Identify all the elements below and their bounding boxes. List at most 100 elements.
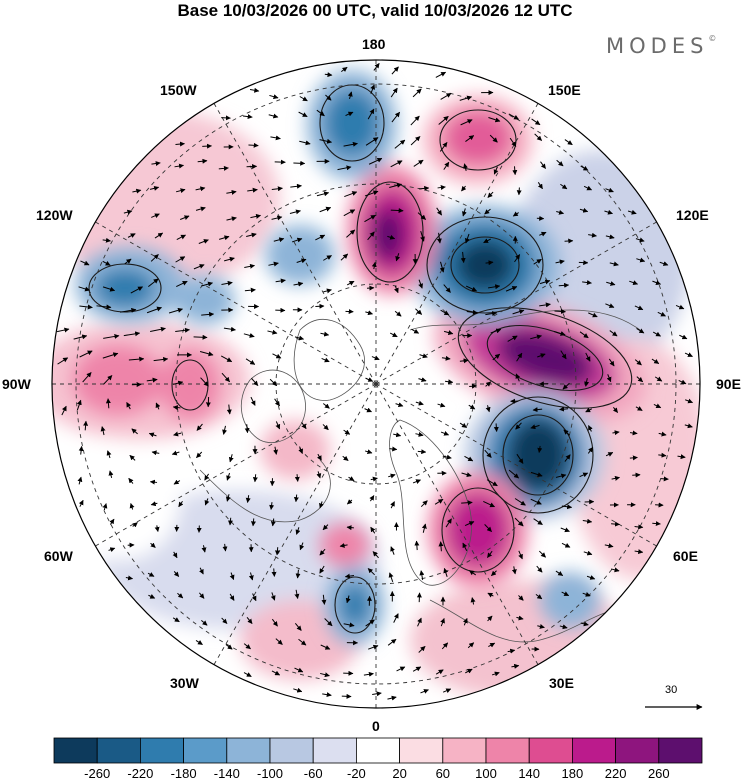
wind-arrow <box>484 208 491 215</box>
wind-arrow <box>226 189 237 195</box>
wind-arrow <box>294 667 304 673</box>
wind-arrow <box>464 455 474 462</box>
wind-arrow <box>246 232 257 238</box>
map-title: Base 10/03/2026 00 UTC, valid 10/03/2026… <box>177 1 573 20</box>
wind-arrow <box>582 518 593 524</box>
colorbar-swatch <box>485 737 530 764</box>
wind-arrow <box>652 521 661 527</box>
wind-arrow <box>464 521 475 527</box>
wind-arrow <box>195 640 203 645</box>
wind-arrow <box>343 209 356 217</box>
wind-arrow <box>417 212 426 220</box>
wind-arrow <box>173 571 180 577</box>
wind-arrow <box>485 405 491 413</box>
wind-arrow <box>655 502 664 508</box>
wind-arrow <box>108 547 116 553</box>
wind-arrow <box>555 473 567 479</box>
wind-arrow <box>487 615 493 622</box>
wind-arrow <box>536 565 543 573</box>
wind-arrow <box>229 572 235 581</box>
wind-arrow <box>393 432 402 438</box>
wind-arrow <box>275 638 283 645</box>
wind-arrow <box>390 87 398 98</box>
wind-arrow <box>443 567 449 577</box>
wind-arrow <box>417 449 427 455</box>
wind-arrow <box>511 566 517 575</box>
wind-arrow <box>196 451 203 458</box>
wind-arrow <box>464 233 470 244</box>
wind-arrow <box>657 311 666 317</box>
colorbar-swatch <box>615 737 660 764</box>
wind-arrow <box>415 400 424 406</box>
wind-arrow <box>393 285 399 294</box>
wind-arrow <box>226 472 231 481</box>
wind-arrow <box>419 570 425 580</box>
wind-arrow <box>485 311 498 317</box>
wind-arrow <box>322 524 329 531</box>
wind-arrow <box>636 257 646 263</box>
wind-arrow <box>487 284 501 290</box>
wind-arrow <box>171 450 180 456</box>
wind-arrow <box>415 431 424 437</box>
wind-arrow <box>469 383 477 389</box>
wind-arrow <box>298 638 307 646</box>
wind-arrow <box>346 525 354 531</box>
wind-arrow <box>561 542 571 548</box>
wind-arrow <box>365 619 375 627</box>
wind-arrow <box>109 518 115 525</box>
wind-arrow <box>343 622 355 628</box>
wind-arrow <box>151 450 160 456</box>
wind-arrow <box>487 191 494 198</box>
wind-arrow <box>173 431 182 437</box>
wind-arrow <box>539 231 547 237</box>
wind-arrow <box>316 109 325 117</box>
wind-arrow <box>511 663 520 669</box>
wind-arrow <box>200 377 209 387</box>
wind-arrow <box>412 88 422 98</box>
wind-arrow <box>371 261 377 270</box>
wind-arrow <box>514 498 526 506</box>
lon-label-150e: 150E <box>548 82 581 98</box>
wind-arrow <box>535 594 543 600</box>
meridian-line <box>375 383 663 550</box>
wind-arrow <box>365 137 379 146</box>
wind-arrow <box>418 185 430 191</box>
wind-arrow <box>73 334 88 340</box>
wind-arrow <box>561 504 573 510</box>
wind-arrow <box>530 471 543 477</box>
meridian-line <box>89 218 377 385</box>
wind-arrow <box>580 165 589 171</box>
colorbar-tick-label: 140 <box>518 766 541 781</box>
wind-arrow <box>387 638 397 646</box>
wind-arrow <box>201 619 208 626</box>
wind-arrow <box>444 379 454 385</box>
wind-arrow <box>439 261 445 273</box>
wind-arrow <box>388 572 394 583</box>
wind-arrow <box>193 264 205 270</box>
wind-arrow <box>346 499 353 505</box>
wind-arrow <box>319 548 326 556</box>
wind-arrow <box>508 469 520 479</box>
colorbar-swatch <box>53 737 98 764</box>
wind-arrow <box>394 139 406 149</box>
wind-arrow <box>410 136 421 146</box>
wind-arrow <box>153 356 169 362</box>
wind-arrow <box>322 692 332 698</box>
wind-arrow <box>364 449 373 455</box>
colorbar-tick-label: -60 <box>303 766 323 781</box>
wind-arrow <box>346 280 355 286</box>
wind-arrow <box>147 572 155 577</box>
wind-arrow <box>558 282 570 288</box>
colorbar-swatch <box>355 737 400 764</box>
wind-arrow <box>245 358 256 365</box>
wind-arrow <box>100 426 106 436</box>
wind-arrow <box>56 327 70 333</box>
wind-arrow <box>440 430 450 436</box>
wind-arrow <box>367 108 375 120</box>
colorbar-swatch <box>226 737 271 764</box>
wind-arrow <box>418 646 426 653</box>
wind-arrow <box>582 592 591 597</box>
wind-arrow <box>583 185 593 191</box>
wind-arrow <box>370 84 375 94</box>
wind-arrow <box>105 398 111 409</box>
